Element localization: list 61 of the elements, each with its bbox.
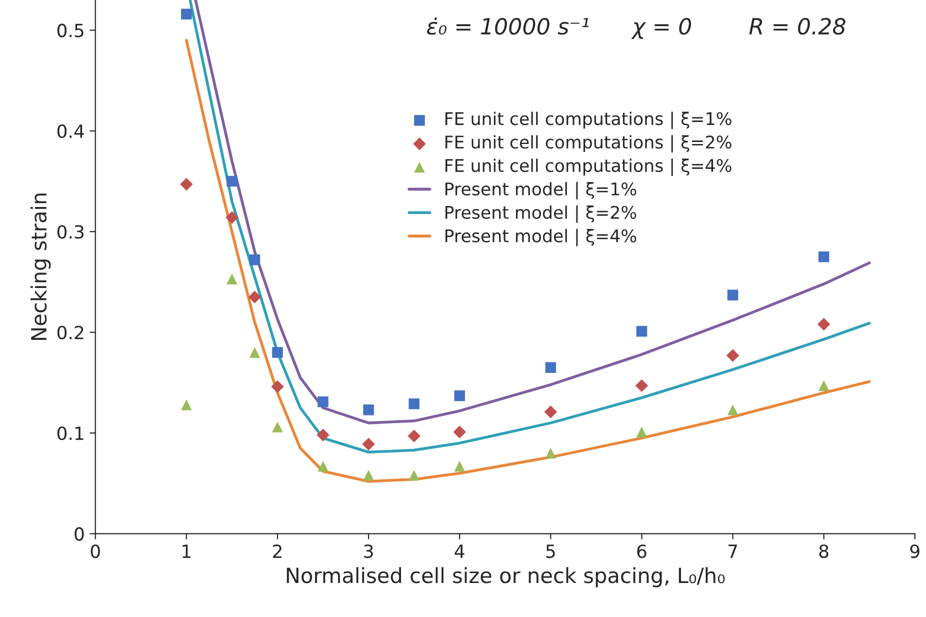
y-axis-title: Necking strain [30,194,51,340]
point [226,274,238,284]
point [272,422,283,432]
x-tick-label: 2 [273,544,282,558]
y-tick-label: 0.2 [57,326,84,340]
x-tick-label: 9 [910,544,920,558]
point [726,349,740,362]
point [181,8,192,20]
legend-label: Present model | ξ=2% [446,205,636,223]
legend-label: FE unit cell computations | ξ=1% [446,112,732,130]
x-axis-title: Normalised cell size or neck spacing, L₀/h₀ [286,567,725,588]
x-tick-label: 0 [90,544,100,558]
legend-label: FE unit cell computations | ξ=4% [446,158,732,176]
point [318,396,328,408]
point [180,178,193,191]
point [318,460,328,472]
point [544,405,558,418]
y-tick-label: 0.5 [57,24,84,38]
point [818,251,830,262]
point [454,460,465,472]
x-tick-label: 4 [454,544,464,558]
point [362,438,375,450]
point [545,448,556,459]
x-tick-label: 5 [546,544,555,558]
point [248,290,262,304]
point [181,399,192,410]
point [727,290,738,300]
point [636,426,648,438]
point [454,390,465,402]
point [226,176,238,187]
point [226,211,238,224]
legend-label: Present model | ξ=1% [446,182,636,200]
point [635,379,648,392]
legend-label: Present model | ξ=4% [446,228,636,246]
point [316,428,330,442]
point [817,318,830,331]
point [818,380,830,392]
point [453,426,466,438]
y-tick-label: 0 [74,527,84,541]
y-tick-label: 0.1 [57,426,84,440]
point [727,404,738,416]
point [249,347,260,358]
x-tick-label: 6 [637,544,646,558]
point [636,326,648,337]
point [249,254,260,266]
x-tick-label: 8 [819,544,828,558]
point [408,430,420,442]
point [408,398,420,410]
point [545,362,556,373]
point [363,470,374,481]
point [363,404,374,416]
y-tick-label: 0.3 [57,225,84,239]
x-tick-label: 3 [364,544,373,558]
y-tick-label: 0.4 [57,124,84,138]
text: ε̇₀ = 10000 s⁻¹ χ = 0 R = 0.28 [427,17,846,39]
point [272,347,283,358]
point [408,470,420,481]
legend-label: FE unit cell computations | ξ=2% [446,135,732,152]
point [271,380,284,394]
x-tick-label: 7 [728,544,737,558]
x-tick-label: 1 [182,544,191,558]
